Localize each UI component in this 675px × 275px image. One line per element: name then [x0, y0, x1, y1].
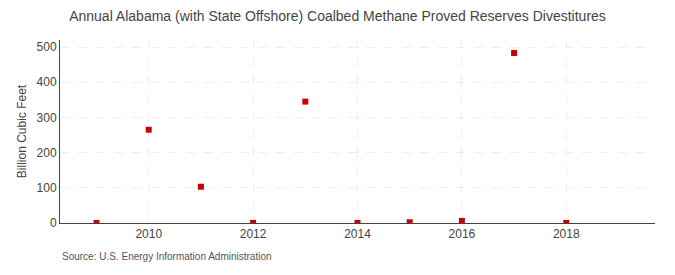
- svg-text:100: 100: [37, 181, 57, 195]
- svg-text:0: 0: [50, 216, 57, 230]
- svg-text:Source: U.S. Energy Informatio: Source: U.S. Energy Information Administ…: [62, 251, 272, 262]
- svg-text:2014: 2014: [344, 227, 371, 241]
- svg-text:500: 500: [37, 40, 57, 54]
- svg-text:Billion Cubic Feet: Billion Cubic Feet: [15, 84, 29, 178]
- svg-text:2016: 2016: [449, 227, 476, 241]
- svg-text:200: 200: [37, 146, 57, 160]
- svg-text:2012: 2012: [240, 227, 267, 241]
- svg-text:2018: 2018: [553, 227, 580, 241]
- svg-text:Annual Alabama (with State Off: Annual Alabama (with State Offshore) Coa…: [69, 8, 606, 24]
- svg-text:400: 400: [37, 75, 57, 89]
- svg-text:300: 300: [37, 111, 57, 125]
- svg-text:2010: 2010: [135, 227, 162, 241]
